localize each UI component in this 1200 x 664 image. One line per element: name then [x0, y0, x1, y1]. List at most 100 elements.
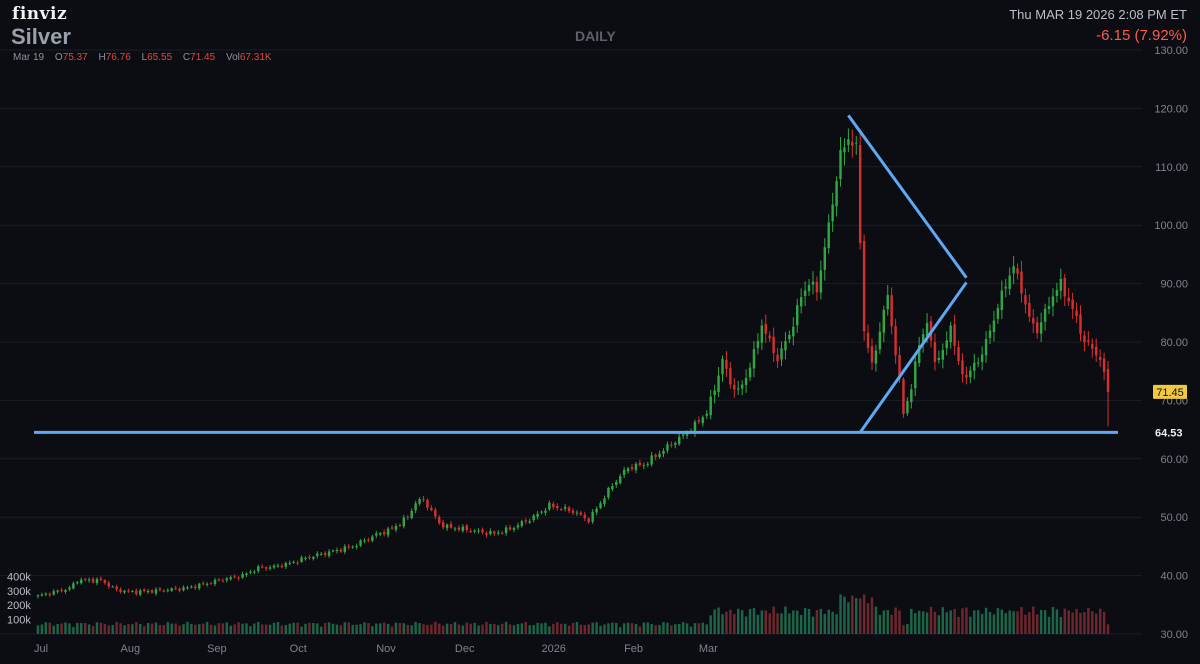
candle-body	[548, 502, 551, 510]
candle-body	[969, 370, 972, 378]
candle-body	[524, 520, 528, 522]
candle-body	[626, 468, 630, 472]
candle-body	[862, 241, 866, 332]
volume-bar	[847, 602, 850, 634]
volume-bar	[426, 624, 429, 634]
candle-body	[178, 588, 181, 591]
volume-bar	[229, 625, 232, 634]
candle-body	[1055, 290, 1059, 296]
volume-bar	[430, 624, 433, 634]
candle-body	[603, 498, 606, 504]
volume-bar	[803, 608, 807, 634]
candle-body	[445, 524, 449, 529]
candle-body	[1087, 340, 1090, 342]
candle-body	[438, 517, 441, 524]
volume-bar	[788, 613, 791, 634]
volume-bar	[288, 623, 291, 634]
candle-body	[988, 330, 992, 338]
volume-bar	[607, 623, 610, 634]
volume-bar	[748, 609, 752, 634]
volume-bar	[827, 609, 830, 634]
volume-bar	[563, 623, 567, 634]
candle-body	[434, 509, 437, 517]
candle-body	[1047, 306, 1051, 309]
volume-bar	[988, 612, 992, 634]
volume-bar	[64, 622, 67, 634]
candle-body	[103, 580, 107, 584]
ohlc-readout: Mar 19 O75.37 H76.76 L65.55 C71.45 Vol67…	[13, 52, 272, 63]
candle-body	[123, 590, 126, 593]
candle-body	[426, 499, 429, 508]
volume-bar	[162, 625, 166, 634]
volume-bar	[87, 624, 91, 634]
volume-bar	[434, 621, 437, 634]
volume-bar	[107, 625, 110, 634]
candle-body	[213, 579, 217, 585]
volume-bar	[445, 623, 449, 634]
candle-body	[945, 340, 948, 349]
candle-body	[725, 359, 728, 369]
y-tick-label: 100.00	[1154, 220, 1188, 232]
candle-body	[119, 589, 122, 593]
volume-bar	[1032, 606, 1035, 634]
candle-body	[646, 463, 649, 465]
candle-body	[784, 341, 787, 351]
candle-body	[666, 444, 669, 451]
volume-bar	[1039, 609, 1043, 634]
volume-bar	[300, 626, 303, 634]
volume-bar	[1075, 608, 1078, 634]
candle-body	[142, 589, 146, 591]
volume-bar	[382, 622, 386, 634]
candle-body	[170, 588, 173, 591]
candle-body	[965, 374, 968, 378]
volume-bar	[249, 626, 252, 634]
volume-bar	[481, 624, 484, 634]
candle-body	[198, 583, 201, 589]
volume-bar	[323, 622, 327, 634]
volume-bar	[654, 625, 657, 634]
candle-body	[563, 506, 567, 509]
candle-body	[414, 503, 417, 511]
candle-body	[678, 436, 681, 444]
candle-body	[225, 578, 229, 581]
volume-bar	[170, 623, 173, 634]
finviz-logo[interactable]: finviz	[12, 4, 68, 24]
volume-bar	[973, 610, 976, 634]
candle-body	[253, 571, 256, 573]
period-label: DAILY	[575, 28, 616, 44]
volume-tick-label: 300k	[7, 586, 31, 598]
candle-body	[91, 578, 95, 583]
volume-bar	[536, 622, 539, 634]
candle-body	[957, 347, 960, 362]
candle-body	[190, 586, 193, 588]
volume-bar	[898, 610, 901, 634]
volume-bar	[796, 610, 799, 634]
candle-body	[260, 566, 264, 568]
volume-bar	[634, 623, 638, 634]
volume-bar	[127, 624, 130, 634]
volume-bar	[831, 611, 834, 634]
candle-body	[1106, 369, 1110, 392]
candle-body	[493, 531, 496, 534]
candle-body	[591, 511, 594, 522]
candle-body	[556, 505, 559, 509]
volume-bar	[351, 624, 354, 634]
volume-bar	[139, 623, 142, 634]
volume-bar	[1063, 608, 1066, 634]
candle-body	[284, 562, 288, 567]
candle-body	[48, 594, 51, 596]
volume-bar	[941, 607, 945, 634]
volume-bar	[1000, 609, 1004, 634]
volume-bar	[60, 623, 63, 634]
volume-bar	[862, 594, 866, 634]
volume-bar	[131, 624, 134, 634]
volume-bar	[642, 622, 646, 634]
volume-bar	[296, 622, 299, 634]
volume-bar	[123, 625, 126, 634]
volume-bar	[835, 614, 838, 634]
volume-bar	[512, 625, 516, 634]
volume-tick-label: 100k	[7, 615, 31, 627]
volume-bar	[375, 623, 378, 634]
candle-body	[910, 389, 913, 403]
